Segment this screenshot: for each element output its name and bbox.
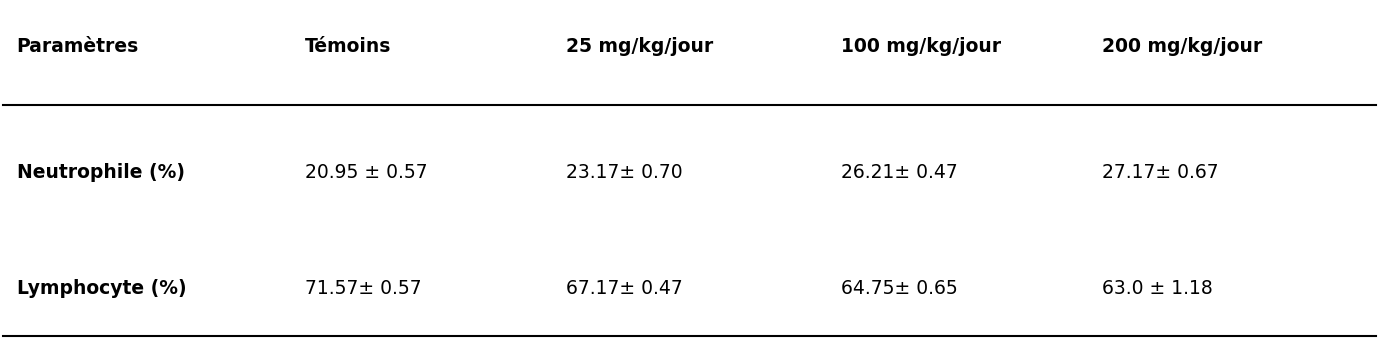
Text: 26.21± 0.47: 26.21± 0.47 [841, 164, 957, 182]
Text: 25 mg/kg/jour: 25 mg/kg/jour [565, 37, 713, 56]
Text: 200 mg/kg/jour: 200 mg/kg/jour [1102, 37, 1262, 56]
Text: 71.57± 0.57: 71.57± 0.57 [305, 279, 422, 298]
Text: 63.0 ± 1.18: 63.0 ± 1.18 [1102, 279, 1212, 298]
Text: 27.17± 0.67: 27.17± 0.67 [1102, 164, 1218, 182]
Text: Neutrophile (%): Neutrophile (%) [17, 164, 185, 182]
Text: Témoins: Témoins [305, 37, 392, 56]
Text: 20.95 ± 0.57: 20.95 ± 0.57 [305, 164, 427, 182]
Text: 23.17± 0.70: 23.17± 0.70 [565, 164, 683, 182]
Text: Lymphocyte (%): Lymphocyte (%) [17, 279, 186, 298]
Text: 67.17± 0.47: 67.17± 0.47 [565, 279, 683, 298]
Text: Paramètres: Paramètres [17, 37, 139, 56]
Text: 64.75± 0.65: 64.75± 0.65 [841, 279, 957, 298]
Text: 100 mg/kg/jour: 100 mg/kg/jour [841, 37, 1001, 56]
